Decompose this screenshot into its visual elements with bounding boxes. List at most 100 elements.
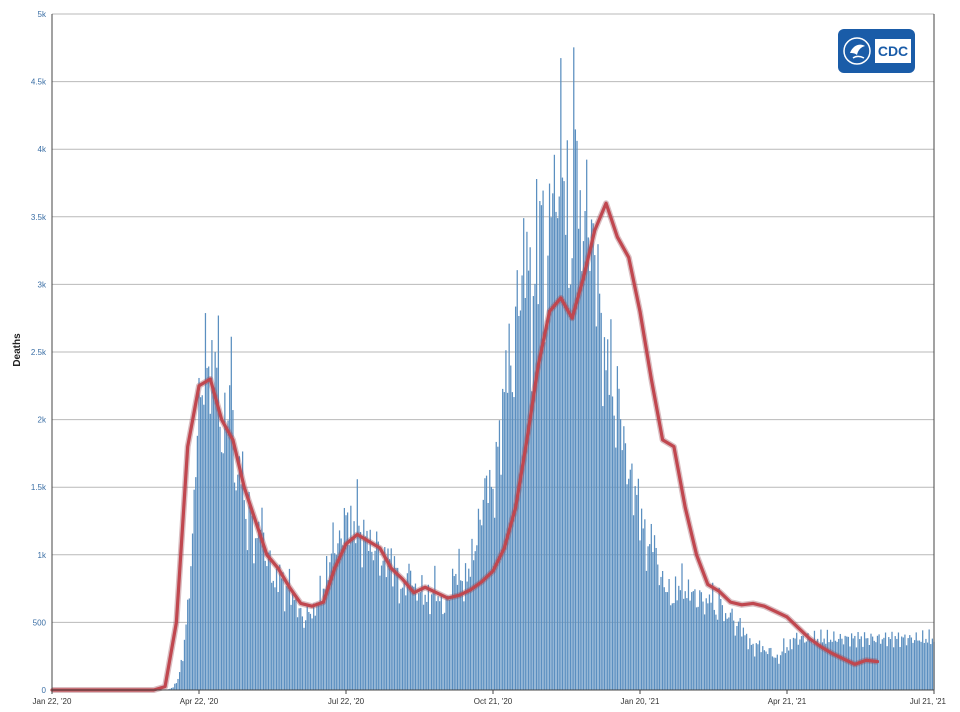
bar	[262, 532, 265, 690]
bar	[258, 521, 260, 690]
bar	[547, 255, 549, 690]
x-tick-label: Jan 20, '21	[621, 697, 660, 706]
bar	[209, 413, 211, 690]
bar	[871, 636, 874, 690]
y-tick-label: 4.5k	[31, 78, 47, 87]
bar	[636, 494, 638, 690]
bar	[408, 563, 410, 690]
bar	[437, 596, 439, 690]
bar	[220, 452, 223, 690]
bar	[621, 450, 623, 690]
bar	[626, 484, 628, 690]
bar	[476, 545, 478, 690]
bar	[188, 598, 190, 690]
bar	[600, 312, 602, 690]
bar	[479, 519, 481, 690]
bar	[217, 315, 220, 690]
bar	[836, 641, 838, 690]
bar	[649, 544, 651, 690]
bar	[744, 635, 746, 690]
bar	[783, 638, 785, 690]
bar	[421, 575, 423, 690]
bar	[707, 603, 709, 690]
bar	[810, 640, 812, 690]
bar	[705, 598, 707, 690]
bar	[568, 287, 570, 690]
bar	[839, 633, 841, 690]
bar	[487, 502, 489, 690]
bar	[889, 639, 892, 690]
bar	[409, 570, 412, 690]
bar	[595, 326, 598, 690]
bar	[910, 637, 913, 690]
bar	[670, 605, 672, 690]
bar	[561, 177, 564, 690]
bar	[892, 647, 895, 690]
bar	[351, 537, 354, 690]
bar	[655, 547, 657, 690]
bar	[338, 530, 341, 690]
bar	[424, 594, 426, 690]
bar	[374, 550, 376, 690]
bar	[897, 632, 900, 690]
bar	[419, 592, 421, 690]
bar	[826, 629, 829, 690]
bar	[739, 618, 741, 690]
bar	[608, 394, 610, 690]
bar	[716, 619, 719, 690]
bar	[248, 491, 250, 690]
bar	[800, 636, 803, 690]
bar	[539, 201, 541, 691]
bar	[372, 560, 375, 690]
bar	[762, 646, 764, 690]
bar	[841, 638, 843, 690]
bar	[613, 415, 615, 690]
bar	[393, 556, 396, 690]
bar	[666, 592, 669, 690]
bar	[544, 342, 546, 690]
bar	[674, 576, 677, 690]
bar	[246, 550, 249, 690]
bar	[524, 297, 526, 690]
bar	[652, 552, 654, 690]
bar	[661, 570, 664, 690]
bar	[766, 654, 769, 690]
bar	[222, 453, 224, 690]
bar	[204, 313, 207, 690]
bar	[736, 626, 738, 690]
bar	[177, 678, 179, 690]
bar	[534, 283, 536, 690]
bar	[660, 576, 662, 690]
bar	[729, 612, 732, 690]
bar	[796, 632, 798, 690]
bar	[529, 247, 531, 690]
bar	[521, 275, 523, 690]
bar	[776, 654, 778, 690]
bar	[715, 614, 717, 690]
x-tick-label: Jan 22, '20	[33, 697, 72, 706]
bar	[645, 570, 648, 690]
bar	[862, 646, 864, 690]
bar	[857, 632, 859, 690]
bar	[178, 672, 181, 690]
bar	[548, 183, 551, 691]
bar	[212, 394, 215, 690]
y-tick-label: 500	[33, 618, 47, 627]
bar	[931, 638, 934, 690]
bar	[172, 687, 174, 690]
bar	[550, 217, 552, 690]
bar	[650, 523, 652, 690]
bar	[443, 612, 446, 690]
bar	[846, 636, 848, 690]
bar	[325, 556, 328, 690]
bar	[668, 579, 670, 690]
bar	[849, 646, 851, 690]
bar	[180, 659, 182, 690]
bar	[673, 603, 675, 690]
bar	[610, 319, 612, 690]
bar	[484, 478, 486, 690]
bar	[356, 479, 358, 690]
bar	[364, 536, 367, 690]
bar	[545, 320, 547, 690]
bar	[309, 613, 312, 690]
